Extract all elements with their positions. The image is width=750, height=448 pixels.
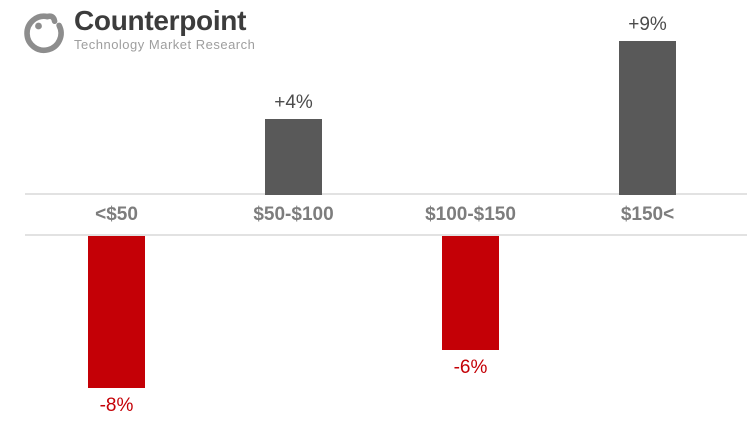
bar xyxy=(88,236,145,388)
bar xyxy=(265,119,322,195)
logo-text-block: Counterpoint Technology Market Research xyxy=(74,5,256,53)
bar xyxy=(442,236,499,350)
category-label: $50-$100 xyxy=(253,204,334,225)
logo-title: Counterpoint xyxy=(74,5,247,36)
category-label: $150< xyxy=(620,204,675,225)
counterpoint-logo-icon xyxy=(20,6,68,56)
bar-value-label: -6% xyxy=(453,357,488,378)
counterpoint-logo: Counterpoint Technology Market Research xyxy=(20,6,255,56)
bar-value-label: +9% xyxy=(628,14,667,35)
category-label: $100-$150 xyxy=(425,204,516,225)
bar xyxy=(619,41,676,195)
bar-value-label: +4% xyxy=(274,92,313,113)
category-label: <$50 xyxy=(95,204,138,225)
logo-subtitle: Technology Market Research xyxy=(74,37,256,52)
axis-line-upper xyxy=(25,193,747,195)
axis-line-lower xyxy=(25,234,747,236)
bar-value-label: -8% xyxy=(99,395,134,416)
